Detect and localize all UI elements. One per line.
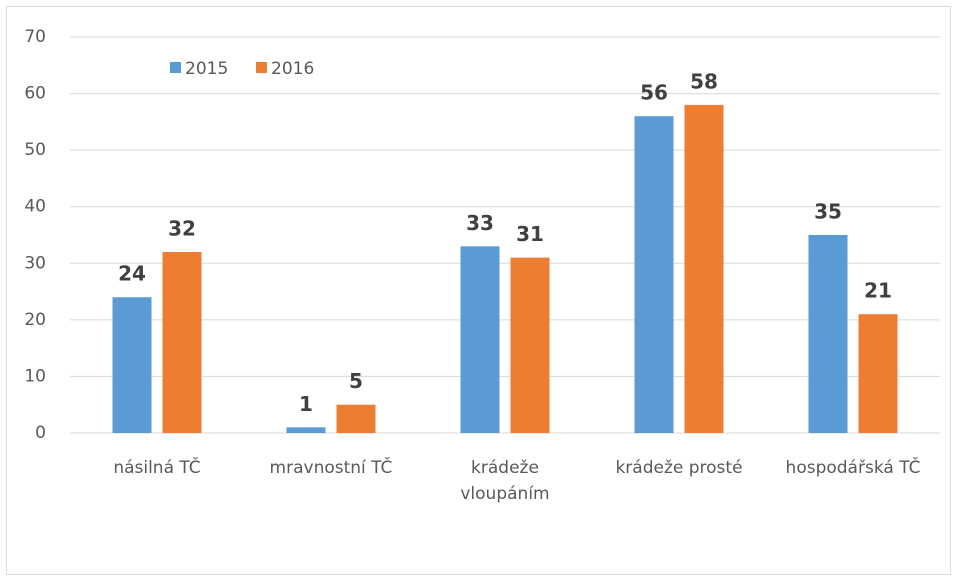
legend-swatch (170, 62, 181, 73)
x-tick-label: hospodářská TČ (786, 456, 921, 478)
value-label: 33 (466, 211, 494, 235)
value-label: 35 (814, 200, 842, 224)
legend-label: 2015 (185, 59, 228, 79)
bar (286, 427, 326, 433)
legend-swatch (256, 62, 267, 73)
y-tick-label: 0 (35, 423, 46, 443)
bar (510, 257, 550, 433)
bar (858, 314, 898, 433)
x-tick-label: násilná TČ (113, 456, 200, 478)
bar (460, 246, 500, 433)
y-tick-label: 50 (24, 140, 46, 160)
bar (112, 297, 152, 433)
y-tick-label: 20 (24, 310, 46, 330)
x-tick-label: krádeže vloupáním (460, 458, 549, 504)
x-tick-label: krádeže prosté (615, 458, 742, 478)
bar (634, 116, 674, 433)
value-label: 24 (118, 262, 146, 286)
y-tick-label: 40 (24, 197, 46, 217)
x-tick-label: mravnostní TČ (270, 456, 393, 478)
legend-label: 2016 (271, 59, 314, 79)
y-tick-label: 30 (24, 253, 46, 273)
value-label: 21 (864, 279, 892, 303)
value-label: 56 (640, 81, 668, 105)
bar (808, 235, 848, 433)
bar (336, 404, 376, 433)
value-label: 5 (349, 369, 363, 393)
bar (162, 251, 202, 433)
y-tick-label: 60 (24, 84, 46, 104)
value-label: 32 (168, 216, 196, 240)
y-tick-label: 10 (24, 366, 46, 386)
value-label: 1 (299, 392, 313, 416)
value-label: 31 (516, 222, 544, 246)
value-label: 58 (690, 69, 718, 93)
bar (684, 104, 724, 433)
y-tick-label: 70 (24, 27, 46, 47)
